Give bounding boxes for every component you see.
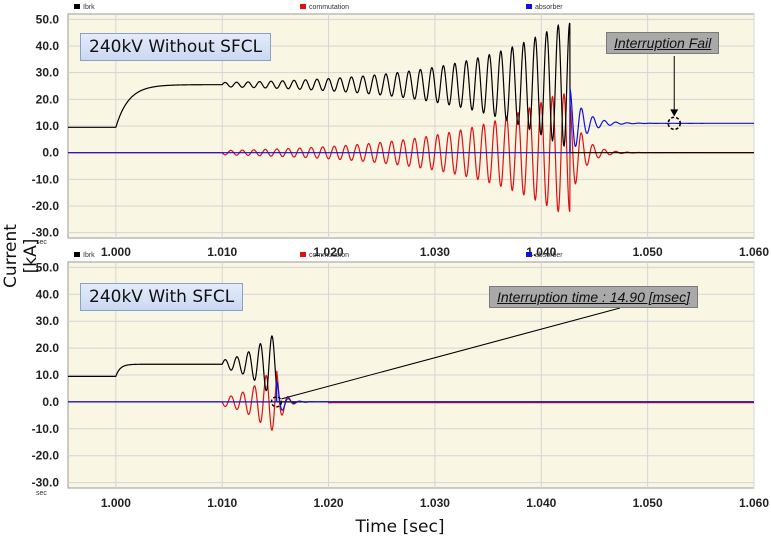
legend-swatch [526, 4, 532, 9]
annotation-pointer-2 [281, 307, 621, 400]
y-tick-label: -20.0 [32, 449, 60, 463]
annotation-arrowhead-1 [670, 109, 679, 117]
panel2-annotation: Interruption time : 14.90 [msec] [489, 286, 698, 308]
legend-swatch [526, 252, 532, 257]
x-tick-label: 1.010 [207, 496, 237, 510]
x-tick-label: 1.000 [101, 496, 131, 510]
series-line-absorber [68, 381, 754, 411]
x-unit-tag: sec [36, 490, 47, 497]
x-tick-label: 1.030 [420, 245, 450, 259]
legend-label: commutation [309, 4, 349, 11]
y-axis-title: Current [kA] [1, 224, 41, 288]
x-tick-label: 1.040 [526, 496, 556, 510]
y-tick-label: 0.0 [42, 395, 59, 409]
x-axis-title: Time [sec] [355, 517, 445, 537]
series-line-absorber [68, 88, 754, 154]
y-tick-label: 40.0 [36, 39, 60, 53]
panel1-annotation: Interruption Fail [606, 32, 720, 54]
legend-label: absorber [535, 4, 563, 11]
x-tick-label: 1.050 [633, 245, 663, 259]
y-tick-label: 20.0 [36, 341, 60, 355]
legend-swatch [74, 252, 80, 257]
legend-swatch [74, 4, 80, 9]
y-tick-label: -20.0 [32, 199, 60, 213]
y-tick-label: 10.0 [36, 119, 60, 133]
y-tick-label: -30.0 [32, 226, 60, 240]
x-tick-label: 1.060 [739, 245, 769, 259]
y-tick-label: 30.0 [36, 314, 60, 328]
legend-label: absorber [535, 252, 563, 259]
x-tick-label: 1.050 [633, 496, 663, 510]
x-tick-label: 1.020 [314, 245, 344, 259]
y-tick-label: 40.0 [36, 287, 60, 301]
y-tick-label: -10.0 [32, 422, 60, 436]
y-tick-label: 20.0 [36, 92, 60, 106]
y-tick-label: -10.0 [32, 172, 60, 186]
panel1-title-box: 240kV Without SFCL [80, 33, 272, 61]
x-unit-tag: sec [36, 239, 47, 246]
y-tick-label: 30.0 [36, 66, 60, 80]
legend-label: Ibrk [83, 4, 95, 11]
legend-swatch [300, 252, 306, 257]
legend-swatch [300, 4, 306, 9]
interruption-fail-marker [667, 116, 682, 131]
panel2-title-box: 240kV With SFCL [80, 283, 244, 311]
x-tick-label: 1.020 [314, 496, 344, 510]
x-tick-label: 1.000 [101, 245, 131, 259]
x-tick-label: 1.040 [526, 245, 556, 259]
legend-label: Ibrk [83, 252, 95, 259]
y-tick-label: 10.0 [36, 368, 60, 382]
y-tick-label: 0.0 [42, 146, 59, 160]
y-tick-label: 50.0 [36, 260, 60, 274]
y-tick-label: 50.0 [36, 12, 60, 26]
x-tick-label: 1.030 [420, 496, 450, 510]
interruption-time-marker [270, 396, 283, 408]
y-tick-label: -30.0 [32, 476, 60, 490]
legend-label: commutation [309, 252, 349, 259]
series-line-Ibrk [68, 22, 754, 154]
x-tick-label: 1.010 [207, 245, 237, 259]
x-tick-label: 1.060 [739, 496, 769, 510]
